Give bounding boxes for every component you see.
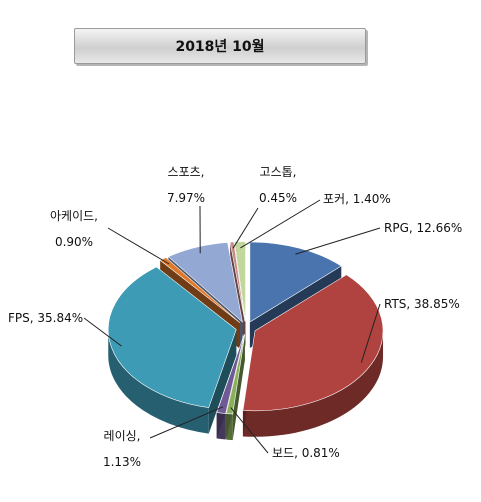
pie-slice-4 <box>108 266 237 408</box>
chart-title: 2018년 10월 <box>175 39 265 55</box>
slice-label: 고스톱, 0.45% <box>259 165 297 205</box>
pie-labels: RPG, 12.66% RTS, 38.85% 보드, 0.81% 레이싱, 1.13%… <box>8 165 462 469</box>
pie-slice-8 <box>233 241 246 322</box>
slice-label: 아케이드, 0.90% <box>50 209 98 249</box>
slice-side <box>108 329 209 434</box>
leader-line <box>232 207 259 249</box>
pie-slice-6 <box>167 242 243 323</box>
leader-line <box>107 227 170 265</box>
slice-label: RTS, 38.85% <box>384 297 460 311</box>
chart-title-box: 2018년 10월 <box>74 28 366 64</box>
slice-cut-face <box>208 329 237 434</box>
pie-slice-1 <box>242 274 384 412</box>
pie-slice-7 <box>229 241 246 322</box>
leader-line <box>295 227 381 255</box>
pie-tops <box>108 241 384 415</box>
slice-label: RPG, 12.66% <box>384 221 462 235</box>
slice-label: FPS, 35.84% <box>8 311 83 325</box>
leader-line <box>230 407 269 454</box>
pie-slice-3 <box>216 334 245 414</box>
leader-line <box>360 303 381 363</box>
leader-line <box>83 317 122 347</box>
pie-slice-0 <box>249 241 342 323</box>
pie-slice-2 <box>225 334 246 415</box>
leader-line <box>240 199 321 249</box>
slice-label: 레이싱, 1.13% <box>103 429 141 469</box>
slice-label: 스포츠, 7.97% <box>167 165 205 205</box>
pie-slice-5 <box>159 257 241 324</box>
slice-label: 보드, 0.81% <box>272 446 340 460</box>
slice-side <box>242 330 384 437</box>
leader-line <box>149 406 224 439</box>
slice-label: 포커, 1.40% <box>323 192 391 206</box>
